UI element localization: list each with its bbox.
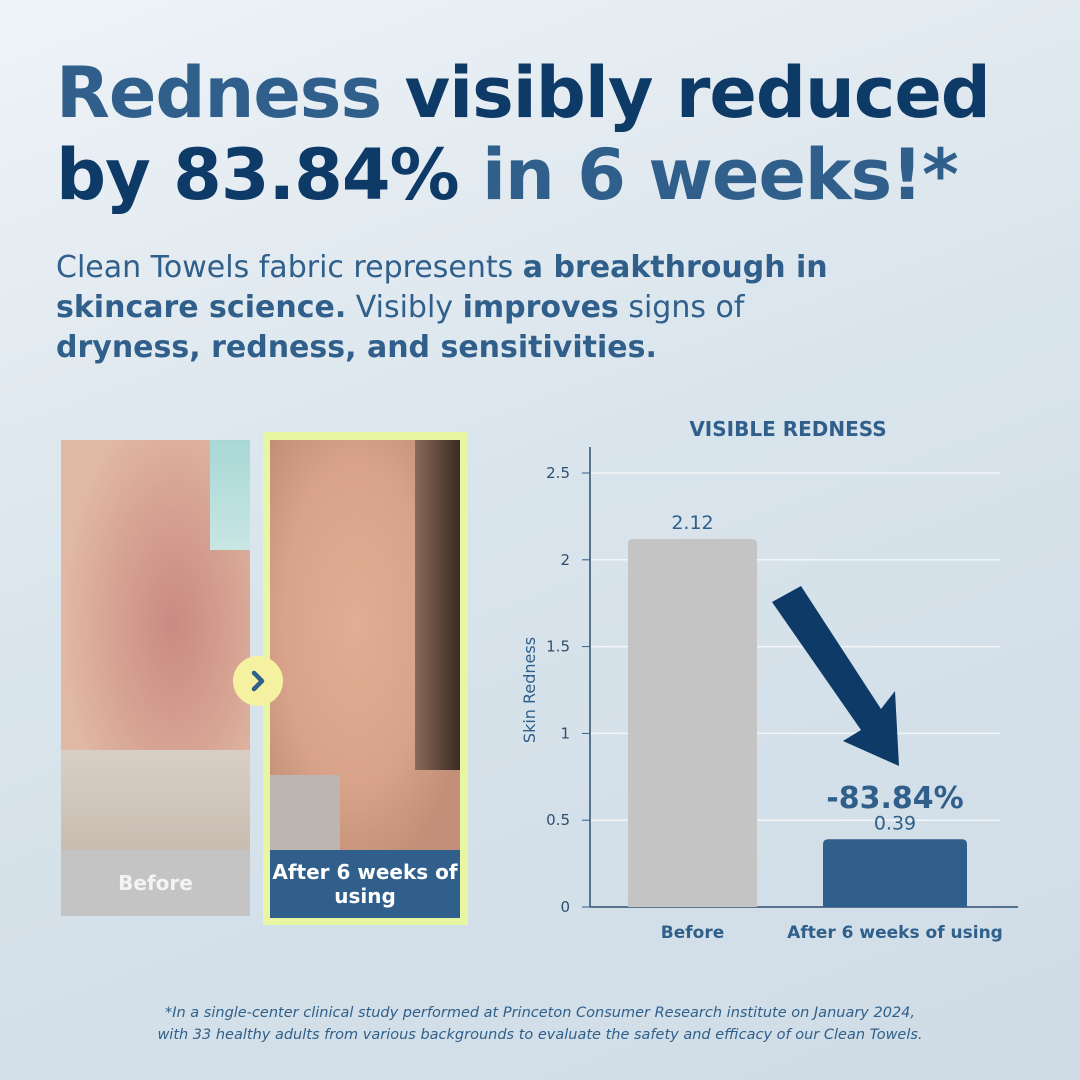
subtitle: Clean Towels fabric represents a breakth… <box>56 250 828 365</box>
bar <box>628 538 757 907</box>
y-tick-label: 0 <box>560 898 570 916</box>
y-tick-label: 2 <box>560 551 570 569</box>
down-arrow-icon <box>772 586 899 766</box>
y-tick-label: 1 <box>560 724 570 742</box>
y-tick-label: 2.5 <box>546 464 570 482</box>
chart-title: VISIBLE REDNESS <box>689 417 886 441</box>
bar-value-label: 2.12 <box>671 512 713 534</box>
after-photo <box>270 440 460 850</box>
headline: Redness visibly reduced by 83.84% in 6 w… <box>56 52 1056 216</box>
headline-part: in 6 weeks!* <box>458 134 959 216</box>
headline-part: 83.84% <box>173 134 460 216</box>
headline-part: visibly reduced <box>381 52 990 134</box>
y-tick-label: 1.5 <box>546 638 570 656</box>
footnote: *In a single-center clinical study perfo… <box>157 1005 923 1043</box>
before-photo <box>61 440 250 850</box>
reduction-annotation: -83.84% <box>826 781 963 816</box>
x-category-label: After 6 weeks of using <box>787 923 1003 943</box>
x-category-label: Before <box>661 923 724 943</box>
bar-value-label: 0.39 <box>874 812 916 834</box>
before-label: Before <box>61 850 250 916</box>
bar <box>823 839 967 907</box>
y-axis-label: Skin Redness <box>520 637 539 743</box>
y-tick-label: 0.5 <box>546 811 570 829</box>
headline-part: Redness <box>56 52 382 134</box>
headline-part: by <box>56 134 174 216</box>
after-label: After 6 weeks of using <box>270 850 460 918</box>
chevron-right-icon <box>233 656 283 706</box>
